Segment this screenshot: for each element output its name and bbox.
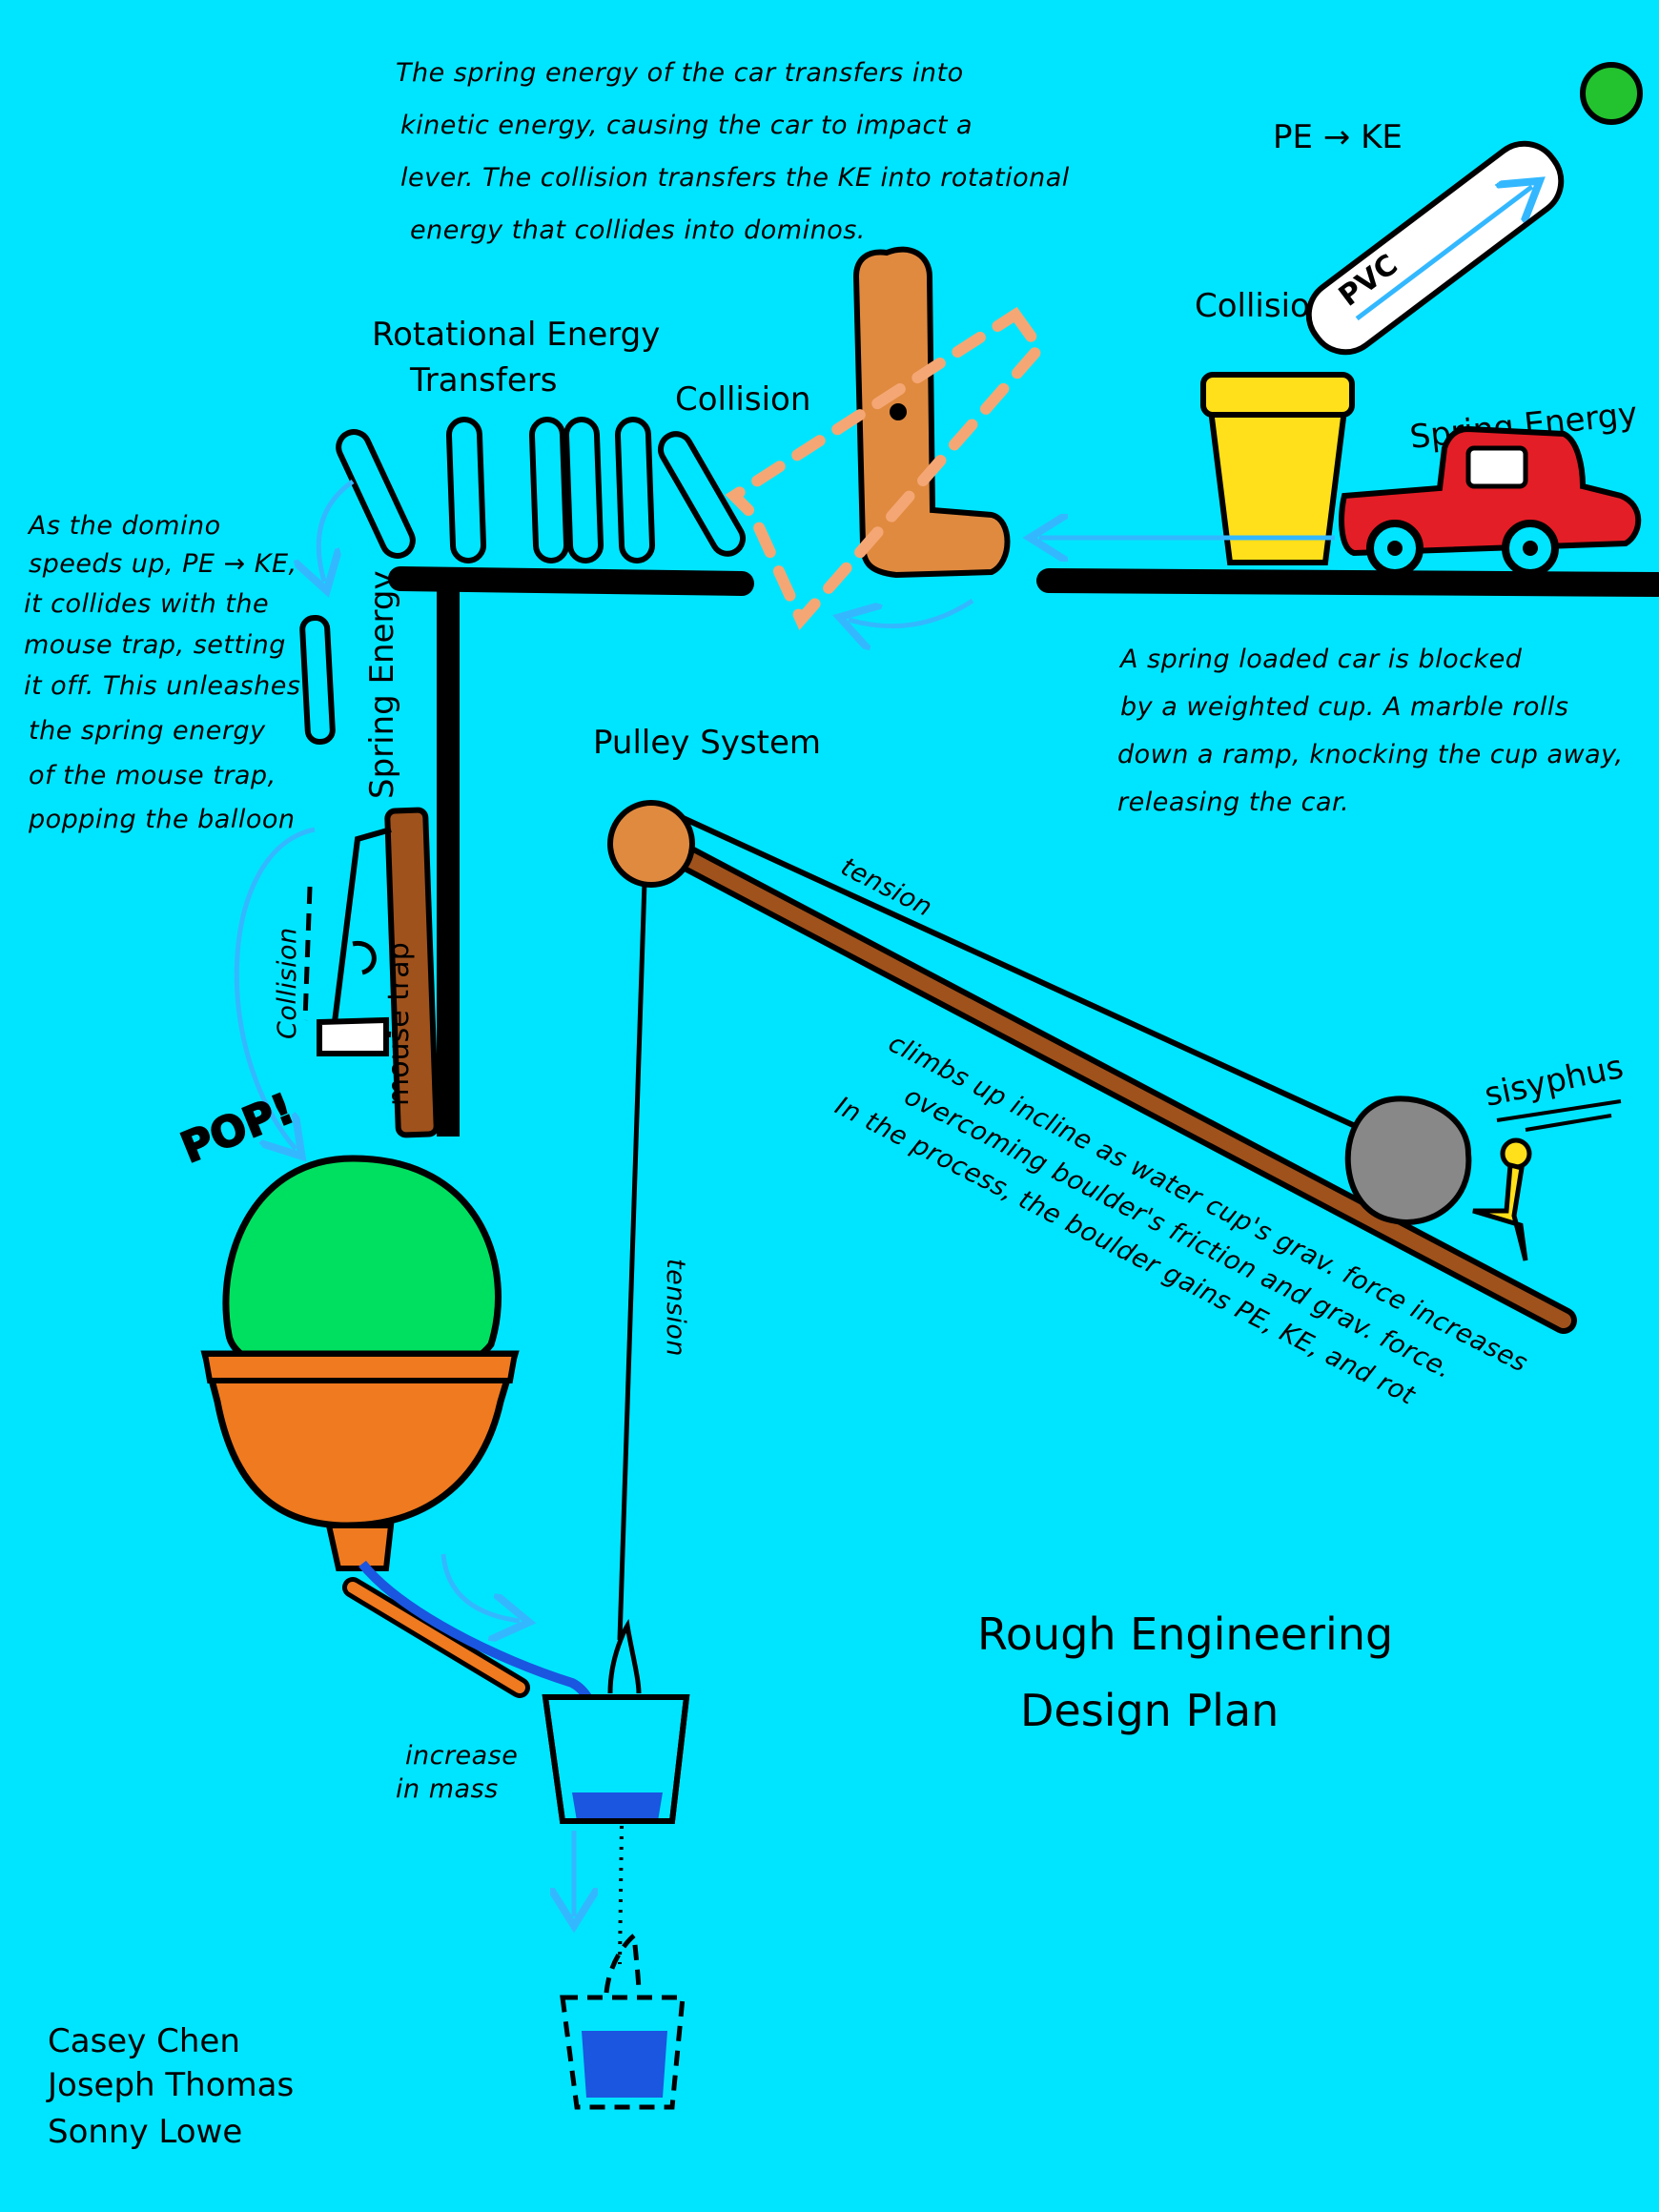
boulder <box>1344 1096 1472 1225</box>
water-flow-arrow <box>440 1553 520 1621</box>
svg-text:POP!: POP! <box>174 1084 300 1173</box>
water-cup-final-position <box>560 1931 686 2110</box>
tension-rope-label: tension <box>661 1259 690 1357</box>
rotational-energy-label: Rotational Energy Transfers <box>372 316 670 399</box>
collision-lever-label: Collision <box>675 380 810 419</box>
authors: Casey Chen Joseph Thomas Sonny Lowe <box>46 2022 304 2151</box>
sisyphus-figure <box>1472 1137 1532 1261</box>
sisyphus-underline <box>1496 1099 1622 1132</box>
weighted-cup <box>1200 372 1355 565</box>
funnel <box>200 1350 520 1571</box>
spout-ramp <box>347 1582 525 1693</box>
trap-to-balloon-arrow <box>234 827 316 1149</box>
right-description: A spring loaded car is blocked by a weig… <box>1117 645 1632 817</box>
car-track <box>1036 568 1659 597</box>
lever-pivot <box>890 403 907 420</box>
mouse-trap: mouse trap <box>302 807 440 1138</box>
lever-rotation-arrow <box>849 598 974 626</box>
lever <box>852 246 1011 579</box>
spring-energy-trap-label: Spring Energy <box>363 570 401 799</box>
increase-in-mass-label: increase in mass <box>396 1741 527 1804</box>
dominos <box>336 417 746 563</box>
domino-fall-arrow <box>318 479 355 582</box>
top-description: The spring energy of the car transfers i… <box>396 58 1078 245</box>
pulley-system-label: Pulley System <box>593 724 821 762</box>
water-balloon <box>222 1155 502 1386</box>
water-final-level <box>582 2031 667 2098</box>
pulley-rope <box>617 881 647 1641</box>
plan-title: Rough Engineering Design Plan <box>977 1608 1407 1736</box>
svg-text:climbs up incline as water cup: climbs up incline as water cup's grav. f… <box>830 1020 1540 1454</box>
marble <box>1580 62 1643 125</box>
ramp-rope <box>675 812 1365 1133</box>
falling-domino <box>299 615 336 745</box>
incline-ramp <box>644 831 1571 1328</box>
pulley-wheel <box>607 800 695 888</box>
incline-description: climbs up incline as water cup's grav. f… <box>830 1020 1540 1454</box>
cup-drop-path <box>618 1825 624 1965</box>
pe-ke-label: PE → KE <box>1273 118 1403 156</box>
water-cup <box>542 1618 690 1824</box>
pop-burst: POP! <box>174 1083 301 1174</box>
lever-swing-path <box>725 306 1047 630</box>
left-description: As the domino speeds up, PE → KE, it col… <box>24 511 309 834</box>
collision-trap-label: Collision <box>273 927 302 1039</box>
pvc-ramp: PVC <box>1305 140 1565 356</box>
toy-car <box>1339 425 1642 577</box>
